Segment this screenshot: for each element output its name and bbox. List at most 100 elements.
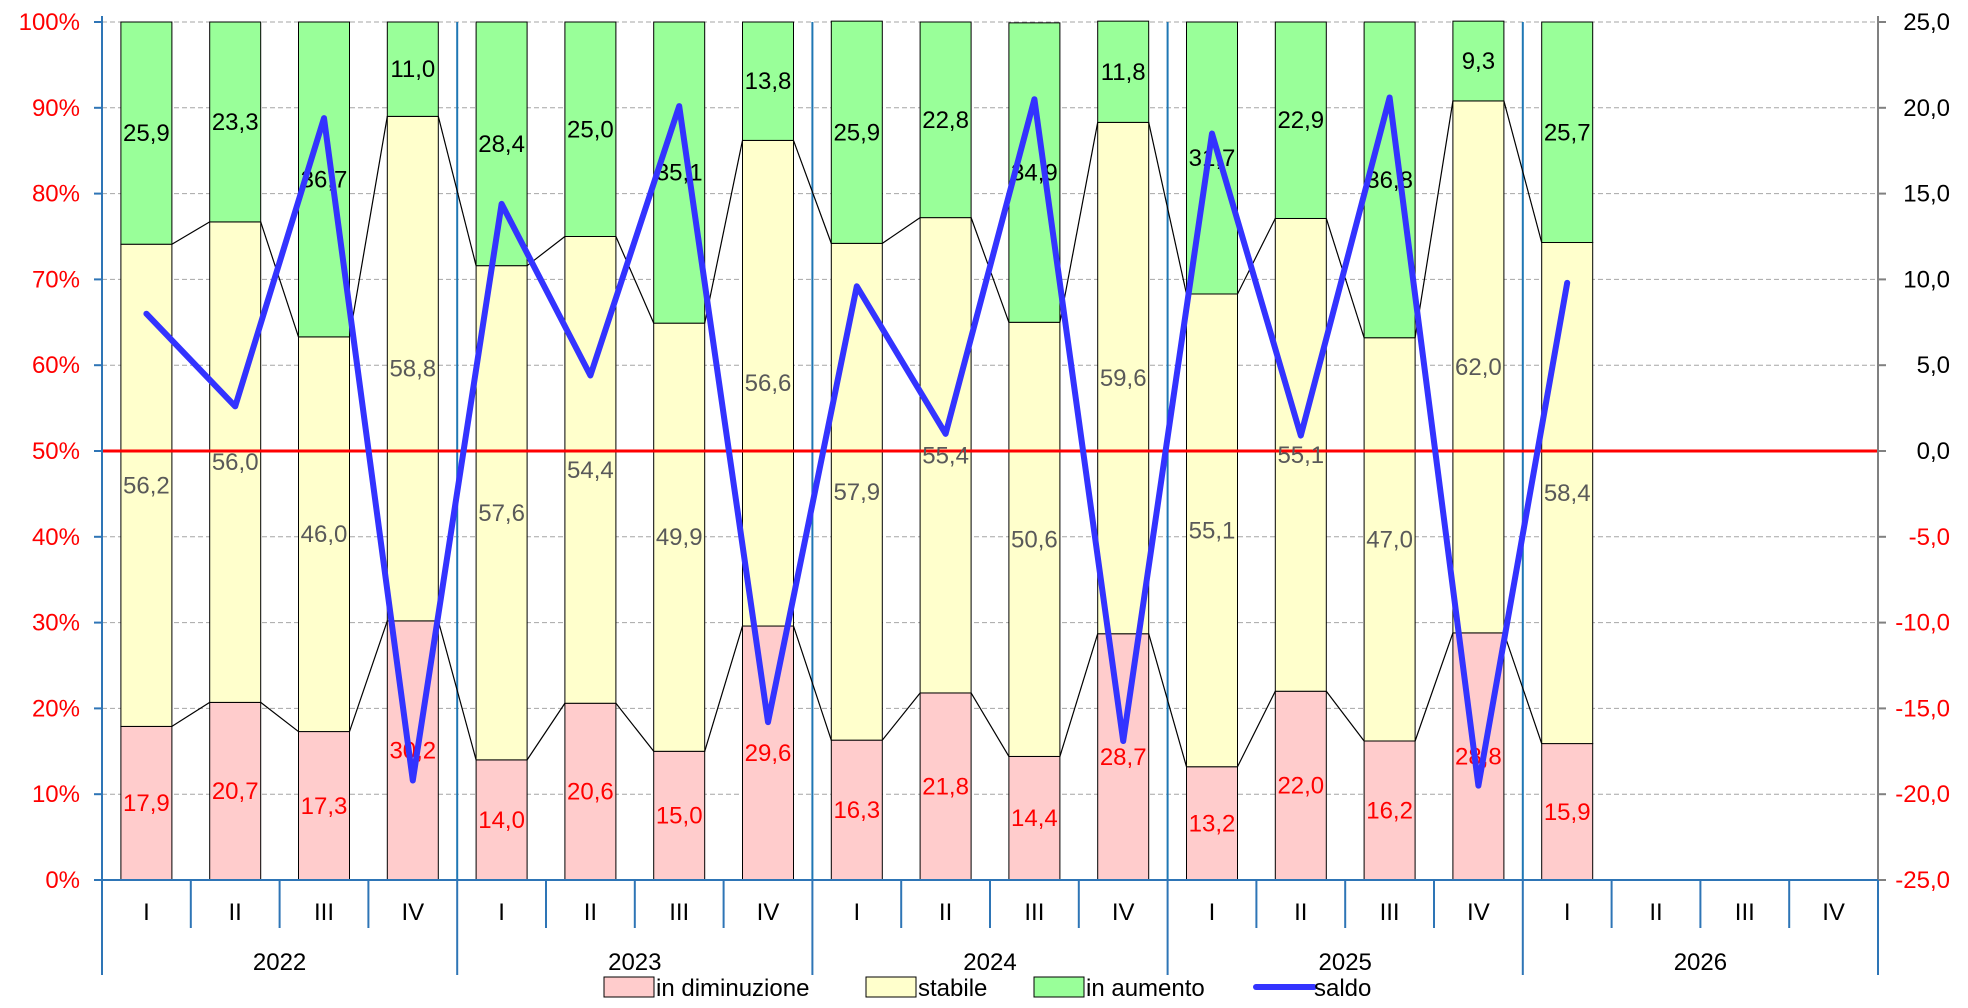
label-stabile: 50,6 xyxy=(1011,526,1058,553)
label-in-aumento: 36,8 xyxy=(1366,167,1413,194)
year-label: 2022 xyxy=(253,949,306,976)
quarter-label: III xyxy=(314,899,334,926)
quarter-label: III xyxy=(1024,899,1044,926)
left-tick-label: 70% xyxy=(32,266,80,293)
left-tick-label: 90% xyxy=(32,95,80,122)
label-in-aumento: 11,0 xyxy=(390,56,435,83)
label-in-aumento: 25,7 xyxy=(1544,119,1591,146)
series-connector xyxy=(704,140,744,324)
bar-stabile xyxy=(1274,217,1327,692)
series-connector xyxy=(1059,633,1099,757)
bar-in-diminuzione xyxy=(653,750,706,881)
bar-in-diminuzione xyxy=(120,725,173,881)
year-label: 2025 xyxy=(1319,949,1372,976)
quarter-label: I xyxy=(853,899,860,926)
right-tick-label: -15,0 xyxy=(1895,695,1950,722)
bar-in-aumento xyxy=(1363,21,1416,339)
series-connector xyxy=(437,620,477,761)
label-stabile: 49,9 xyxy=(656,524,703,551)
right-tick-label: -5,0 xyxy=(1909,524,1950,551)
series-connector xyxy=(171,221,211,245)
label-in-diminuzione: 20,6 xyxy=(567,779,614,806)
label-in-diminuzione: 17,3 xyxy=(301,793,348,820)
quarter-label: III xyxy=(669,899,689,926)
legend-in-diminuzione-text: in diminuzione xyxy=(656,975,809,1002)
series-connector xyxy=(526,702,566,761)
quarter-label: I xyxy=(498,899,505,926)
right-tick-label: -10,0 xyxy=(1895,610,1950,637)
year-label: 2024 xyxy=(963,949,1016,976)
legend-in-aumento: in aumento xyxy=(1033,975,1205,1002)
bar-in-aumento xyxy=(475,21,528,267)
series-connector xyxy=(1148,122,1188,295)
label-stabile: 55,1 xyxy=(1189,517,1236,544)
legend: in diminuzione stabile in aumento saldo xyxy=(603,975,1371,1002)
left-tick-label: 50% xyxy=(32,438,80,465)
bar-stabile xyxy=(1363,337,1416,742)
quarter-label: III xyxy=(1735,899,1755,926)
left-tick-label: 40% xyxy=(32,524,80,551)
bar-in-diminuzione xyxy=(564,702,617,881)
right-tick-label: -20,0 xyxy=(1895,781,1950,808)
legend-stabile-swatch xyxy=(865,976,917,998)
bar-in-diminuzione xyxy=(298,731,350,881)
right-tick-label: 0,0 xyxy=(1917,438,1950,465)
label-stabile: 47,0 xyxy=(1366,526,1413,553)
quarter-label: I xyxy=(143,899,150,926)
left-tick-label: 80% xyxy=(32,181,80,208)
label-stabile: 56,0 xyxy=(212,449,259,476)
connector-lines xyxy=(171,100,1543,768)
series-connector xyxy=(615,236,655,324)
label-in-aumento: 35,1 xyxy=(656,160,703,187)
series-connector xyxy=(881,692,921,741)
series-connector xyxy=(171,701,211,727)
label-in-aumento: 11,8 xyxy=(1101,59,1146,86)
label-in-aumento: 25,0 xyxy=(567,116,614,143)
series-connector xyxy=(615,702,655,752)
series-connector xyxy=(970,692,1010,757)
legend-stabile: stabile xyxy=(865,975,987,1002)
quarter-label: IV xyxy=(1822,899,1845,926)
legend-in-aumento-swatch xyxy=(1033,976,1085,998)
quarter-label: IV xyxy=(1467,899,1490,926)
bar-in-aumento xyxy=(830,20,883,244)
right-tick-label: -25,0 xyxy=(1895,867,1950,894)
bar-in-aumento xyxy=(564,21,617,237)
quarter-label: IV xyxy=(1112,899,1135,926)
bar-in-diminuzione xyxy=(1363,740,1416,881)
bar-stabile xyxy=(830,242,883,741)
right-tick-label: 15,0 xyxy=(1903,181,1950,208)
series-connector xyxy=(1503,100,1543,243)
label-in-diminuzione: 15,9 xyxy=(1544,799,1591,826)
bar-stabile xyxy=(919,217,972,694)
saldo-line-layer xyxy=(143,94,1571,789)
right-tick-label: 10,0 xyxy=(1903,266,1950,293)
label-in-diminuzione: 17,9 xyxy=(123,790,170,817)
quarter-label: IV xyxy=(401,899,424,926)
label-in-diminuzione: 28,7 xyxy=(1100,744,1147,771)
label-in-diminuzione: 14,4 xyxy=(1011,805,1058,832)
bar-stabile xyxy=(475,265,528,761)
label-in-diminuzione: 14,0 xyxy=(478,807,525,834)
year-label: 2026 xyxy=(1674,949,1727,976)
bar-in-aumento xyxy=(386,21,439,117)
label-stabile: 56,2 xyxy=(123,472,170,499)
bars xyxy=(120,20,1594,881)
label-in-aumento: 9,3 xyxy=(1462,48,1495,75)
bar-stabile xyxy=(653,322,706,752)
year-label: 2023 xyxy=(608,949,661,976)
bar-in-diminuzione xyxy=(830,739,883,881)
series-connector xyxy=(704,625,744,752)
saldo-line xyxy=(143,94,1571,789)
bar-in-aumento xyxy=(1097,20,1150,123)
bar-stabile xyxy=(298,336,350,733)
series-connector xyxy=(1059,122,1099,323)
bar-in-aumento xyxy=(120,21,173,245)
quarter-label: IV xyxy=(757,899,780,926)
quarter-label: II xyxy=(939,899,952,926)
series-connector xyxy=(792,625,832,741)
quarter-label: II xyxy=(229,899,242,926)
label-stabile: 56,6 xyxy=(745,370,792,397)
label-in-diminuzione: 21,8 xyxy=(922,773,969,800)
